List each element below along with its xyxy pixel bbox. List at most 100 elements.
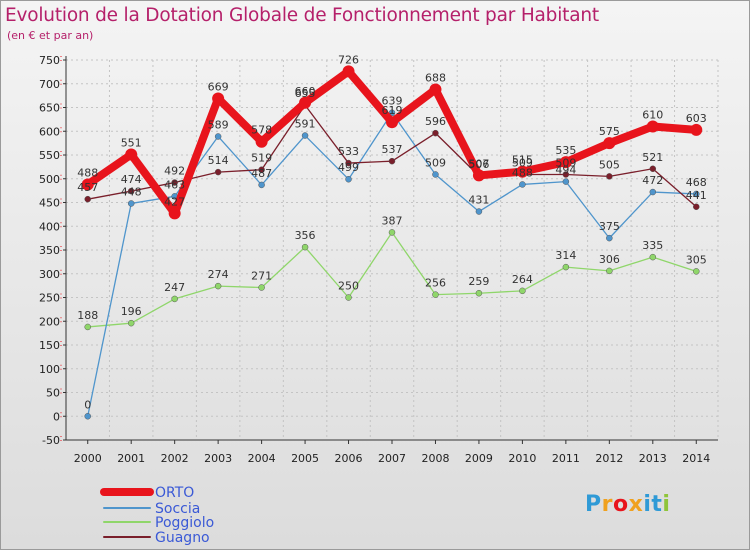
x-tick-label: 2011 <box>552 452 580 465</box>
data-point <box>127 319 135 327</box>
data-label: 506 <box>468 158 489 171</box>
y-tick-label: 200 <box>39 315 60 328</box>
x-tick-label: 2012 <box>595 452 623 465</box>
data-label: 427 <box>164 195 185 208</box>
y-tick-label: 250 <box>39 292 60 305</box>
data-point <box>345 175 352 183</box>
data-point <box>562 178 570 185</box>
data-label: 488 <box>77 166 98 179</box>
data-label: 256 <box>425 277 446 290</box>
data-label: 250 <box>338 280 359 293</box>
data-label: 0 <box>84 398 91 411</box>
data-point <box>301 132 309 139</box>
data-point <box>345 294 352 301</box>
data-point <box>299 96 312 109</box>
y-tick-label: 100 <box>39 363 60 376</box>
data-point <box>258 181 265 189</box>
x-tick-label: 2002 <box>161 452 189 465</box>
x-tick-label: 2010 <box>508 452 536 465</box>
x-tick-label: 2004 <box>248 452 276 465</box>
data-label: 387 <box>382 214 403 227</box>
data-label: 306 <box>599 253 620 266</box>
data-point <box>432 291 439 298</box>
data-point <box>388 157 396 165</box>
y-tick-label: 450 <box>39 197 60 210</box>
data-label: 660 <box>295 85 316 98</box>
logo-letter: r <box>601 492 613 517</box>
data-label: 726 <box>338 53 359 66</box>
x-tick-label: 2006 <box>335 452 363 465</box>
data-label: 375 <box>599 220 620 233</box>
x-tick-label: 2014 <box>682 452 710 465</box>
x-tick-label: 2001 <box>117 452 145 465</box>
data-label: 457 <box>77 181 98 194</box>
y-tick-label: 750 <box>39 54 60 67</box>
data-label: 463 <box>164 178 185 191</box>
y-tick-label: 600 <box>39 125 60 138</box>
data-point <box>516 165 529 178</box>
data-point <box>606 173 613 180</box>
legend-label-poggiolo: Poggiolo <box>155 515 214 531</box>
y-tick-label: 300 <box>39 268 60 281</box>
proxiti-logo: Proxiti <box>585 492 670 517</box>
data-point <box>386 116 398 129</box>
axes: -50 0 50 100 150 200 250 300 350 400 450 500 550 600 6… <box>39 54 718 465</box>
data-point <box>690 123 703 136</box>
data-label: 591 <box>295 118 316 131</box>
y-tick-label: 350 <box>39 244 60 257</box>
data-label: 519 <box>251 152 272 165</box>
data-label: 596 <box>425 115 446 128</box>
data-point <box>519 287 526 295</box>
data-point <box>258 166 265 173</box>
logo-letter: i <box>662 492 671 517</box>
data-label: 505 <box>599 158 620 171</box>
data-point <box>84 413 91 420</box>
data-point <box>562 263 570 271</box>
data-point <box>168 207 181 220</box>
data-label: 507 <box>468 157 489 170</box>
data-point <box>693 203 700 211</box>
x-tick-label: 2000 <box>74 452 102 465</box>
data-label: 509 <box>555 156 576 169</box>
data-point <box>519 181 526 188</box>
data-point <box>649 253 657 261</box>
data-label: 535 <box>555 144 576 157</box>
data-label: 575 <box>599 125 620 138</box>
data-label: 264 <box>512 273 533 286</box>
data-label: 537 <box>382 143 403 156</box>
data-label: 639 <box>382 95 403 108</box>
data-point <box>127 200 135 207</box>
x-tick-label: 2005 <box>291 452 319 465</box>
data-point <box>472 169 485 182</box>
data-point <box>388 229 396 236</box>
data-point <box>81 178 94 191</box>
y-tick-label: 50 <box>46 387 60 400</box>
data-label: 578 <box>251 124 272 137</box>
data-point <box>125 148 138 161</box>
data-point <box>84 323 91 331</box>
x-tick-label: 2009 <box>465 452 493 465</box>
data-point <box>475 208 483 215</box>
data-label: 441 <box>686 189 707 202</box>
data-point <box>301 243 309 251</box>
data-label: 533 <box>338 145 359 158</box>
data-label: 610 <box>642 109 663 122</box>
data-label: 472 <box>642 174 663 187</box>
data-label: 603 <box>686 112 707 125</box>
chart-title: Evolution de la Dotation Globale de Fonc… <box>5 5 599 26</box>
data-label: 271 <box>251 270 272 283</box>
data-label: 487 <box>251 167 272 180</box>
data-point <box>429 83 442 96</box>
data-label: 474 <box>121 173 142 186</box>
data-point <box>562 171 570 178</box>
data-label: 488 <box>512 166 533 179</box>
data-label: 274 <box>208 268 229 281</box>
logo-letter: i <box>643 492 652 517</box>
y-tick-label: 400 <box>39 220 60 233</box>
y-tick-label: 550 <box>39 149 60 162</box>
data-label: 448 <box>121 185 142 198</box>
data-point <box>345 159 352 167</box>
data-label: 356 <box>295 229 316 242</box>
